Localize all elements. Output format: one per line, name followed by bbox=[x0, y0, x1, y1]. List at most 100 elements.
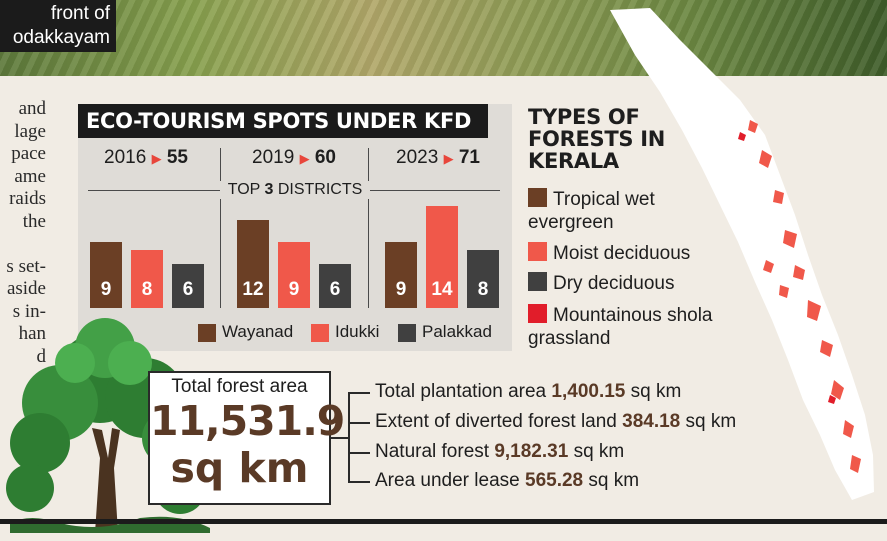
forest-type-item: Dry deciduous bbox=[528, 272, 674, 295]
stat-diverted-land: Extent of diverted forest land 384.18 sq… bbox=[375, 411, 736, 433]
arrow-icon: ▶ bbox=[151, 151, 162, 166]
bracket-connector bbox=[331, 437, 349, 439]
forest-type-label: Tropical wet bbox=[553, 189, 655, 210]
arrow-icon: ▶ bbox=[299, 151, 310, 166]
forest-type-label: Mountainous shola bbox=[553, 305, 713, 326]
header-photo bbox=[0, 0, 887, 76]
districts-label-text: TOP bbox=[227, 181, 265, 198]
legend-label: Idukki bbox=[335, 322, 380, 341]
stat-label: Total plantation area bbox=[375, 381, 552, 402]
arrow-icon: ▶ bbox=[443, 151, 454, 166]
panel-title: ECO-TOURISM SPOTS UNDER KFD bbox=[78, 104, 488, 138]
stat-unit: sq km bbox=[625, 381, 682, 402]
body-text-line: han bbox=[18, 323, 46, 344]
total-forest-label: Total forest area bbox=[171, 376, 308, 397]
legend-label: Wayanad bbox=[222, 322, 294, 341]
stat-label: Extent of diverted forest land bbox=[375, 411, 623, 432]
forest-type-label: Moist deciduous bbox=[553, 243, 691, 264]
forest-patches bbox=[748, 120, 861, 473]
photo-caption: front of odakkayam bbox=[0, 0, 116, 52]
legend-swatch bbox=[311, 324, 329, 342]
year-2016-header: 2016 ▶ 55 bbox=[104, 147, 188, 169]
total-forest-value: 11,531.9 bbox=[150, 397, 345, 445]
bar-idukki-2019 bbox=[278, 242, 310, 308]
legend-swatch bbox=[198, 324, 216, 342]
bar-wayanad-2016 bbox=[90, 242, 122, 308]
body-text-line: d bbox=[36, 345, 47, 367]
photo-caption-line: front of bbox=[50, 3, 110, 24]
year-label: 2023 bbox=[396, 147, 439, 168]
forest-type-swatch bbox=[528, 242, 547, 261]
forest-type-label: evergreen bbox=[528, 212, 614, 233]
bar-value-label: 12 bbox=[242, 279, 264, 300]
body-text-line: aside bbox=[6, 278, 46, 299]
forest-type-swatch bbox=[528, 272, 547, 291]
body-text-line: raids bbox=[9, 188, 46, 209]
legend-label: Palakkad bbox=[422, 322, 492, 341]
stat-label: Natural forest bbox=[375, 441, 495, 462]
bar-value-label: 9 bbox=[288, 279, 300, 300]
body-text-line: s in- bbox=[12, 300, 46, 322]
group-divider bbox=[220, 148, 221, 308]
year-2023-header: 2023 ▶ 71 bbox=[396, 147, 480, 169]
body-text-line: ame bbox=[14, 165, 46, 187]
bar-value-label: 14 bbox=[431, 279, 453, 300]
forest-type-swatch bbox=[528, 304, 547, 323]
forest-type-item: Tropical wet evergreen bbox=[528, 188, 655, 234]
bar-value-label: 8 bbox=[477, 279, 489, 300]
forest-types-title: TYPES OF FORESTS IN KERALA bbox=[528, 106, 665, 172]
forest-types-title-line: TYPES OF bbox=[528, 105, 640, 129]
bar-wayanad-2019 bbox=[237, 220, 269, 308]
bar-value-label: 9 bbox=[100, 279, 112, 300]
year-label: 2016 bbox=[104, 147, 147, 168]
stat-unit: sq km bbox=[680, 411, 737, 432]
stat-plantation-area: Total plantation area 1,400.15 sq km bbox=[375, 381, 681, 403]
article-body-text: and lage pace ame raids the s set-aside s in-h… bbox=[0, 98, 46, 413]
districts-label-number: 3 bbox=[264, 181, 274, 198]
year-total: 60 bbox=[314, 147, 336, 168]
stat-value: 384.18 bbox=[622, 411, 681, 432]
bar-idukki-2016 bbox=[131, 249, 163, 308]
bar-value-label: 6 bbox=[329, 279, 341, 300]
bar-value-label: 9 bbox=[395, 279, 407, 300]
stat-value: 1,400.15 bbox=[551, 381, 626, 402]
forest-types-title-line: KERALA bbox=[528, 149, 619, 173]
stat-value: 565.28 bbox=[525, 470, 584, 491]
forest-type-label: Dry deciduous bbox=[553, 273, 675, 294]
bracket-connector bbox=[348, 422, 370, 424]
stat-unit: sq km bbox=[568, 441, 625, 462]
total-forest-unit: sq km bbox=[170, 444, 309, 492]
forest-type-swatch bbox=[528, 188, 547, 207]
bracket-connector bbox=[348, 392, 370, 394]
year-label: 2019 bbox=[252, 147, 295, 168]
year-total: 71 bbox=[458, 147, 480, 168]
bar-palakkad-2019 bbox=[319, 264, 351, 308]
group-divider bbox=[368, 148, 369, 308]
bracket-connector bbox=[348, 392, 350, 483]
body-text-line: s set- bbox=[6, 255, 46, 277]
bar-value-label: 6 bbox=[182, 279, 194, 300]
bar-wayanad-2023 bbox=[385, 242, 417, 308]
districts-label-text: DISTRICTS bbox=[273, 181, 363, 198]
forest-type-item: Mountainous shola grassland bbox=[528, 304, 713, 350]
forest-type-label: grassland bbox=[528, 328, 611, 349]
forest-types-title-line: FORESTS IN bbox=[528, 127, 665, 151]
stat-label: Area under lease bbox=[375, 470, 525, 491]
forest-type-item: Moist deciduous bbox=[528, 242, 690, 265]
stat-lease-area: Area under lease 565.28 sq km bbox=[375, 470, 639, 492]
body-text-line: and bbox=[18, 98, 46, 119]
total-forest-box bbox=[148, 371, 331, 505]
bracket-connector bbox=[348, 452, 370, 454]
stat-natural-forest: Natural forest 9,182.31 sq km bbox=[375, 441, 624, 463]
bottom-rule bbox=[0, 519, 887, 524]
year-2019-header: 2019 ▶ 60 bbox=[252, 147, 336, 169]
stat-unit: sq km bbox=[583, 470, 640, 491]
kerala-outline bbox=[610, 8, 874, 500]
photo-caption-line: odakkayam bbox=[12, 27, 110, 48]
bar-palakkad-2023 bbox=[467, 249, 499, 308]
body-text-line: pace bbox=[11, 143, 46, 164]
body-text-line: lage bbox=[14, 120, 46, 142]
bracket-connector bbox=[348, 481, 370, 483]
bar-palakkad-2016 bbox=[172, 264, 204, 308]
body-text-line bbox=[0, 233, 46, 256]
